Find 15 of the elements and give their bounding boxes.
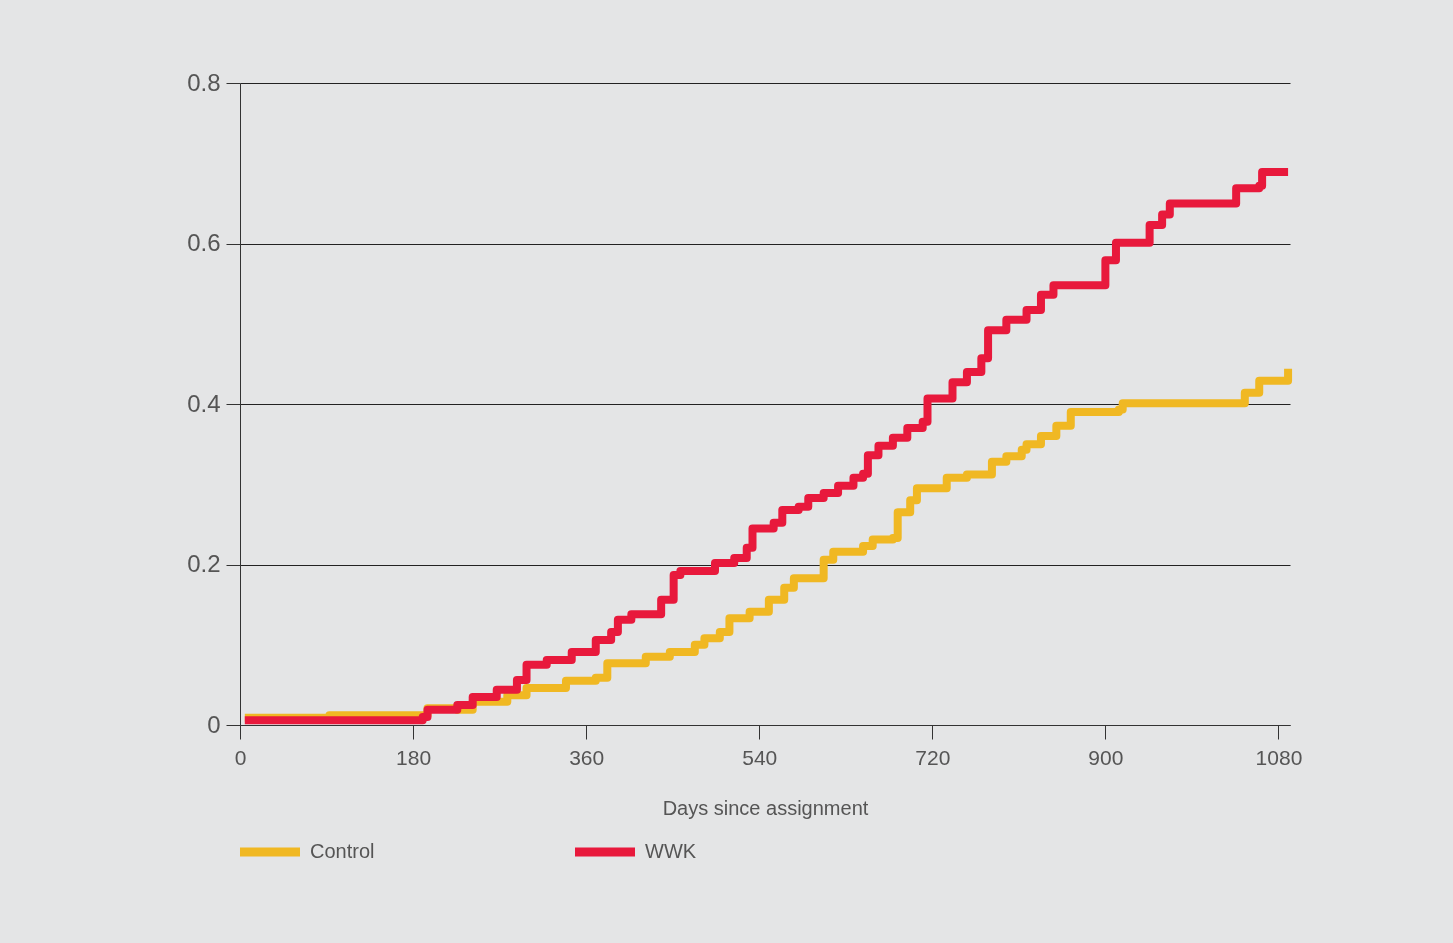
y-tick-label: 0.2	[187, 550, 221, 577]
legend-label: WWK	[645, 840, 697, 862]
x-tick-label: 900	[1088, 745, 1124, 769]
x-tick-label: 720	[915, 745, 951, 769]
x-tick-label: 180	[396, 745, 432, 769]
y-tick-label: 0.8	[187, 68, 221, 96]
legend-label: Control	[310, 840, 375, 862]
x-tick-label: 360	[569, 745, 605, 769]
x-tick-label: 540	[742, 745, 778, 769]
y-tick-label: 0	[207, 710, 221, 738]
x-tick-label: 1080	[1255, 745, 1303, 769]
y-tick-label: 0.6	[187, 229, 221, 256]
y-tick-label: 0.4	[187, 389, 221, 417]
x-axis-title: Days since assignment	[662, 796, 869, 819]
x-tick-label: 0	[234, 745, 247, 769]
